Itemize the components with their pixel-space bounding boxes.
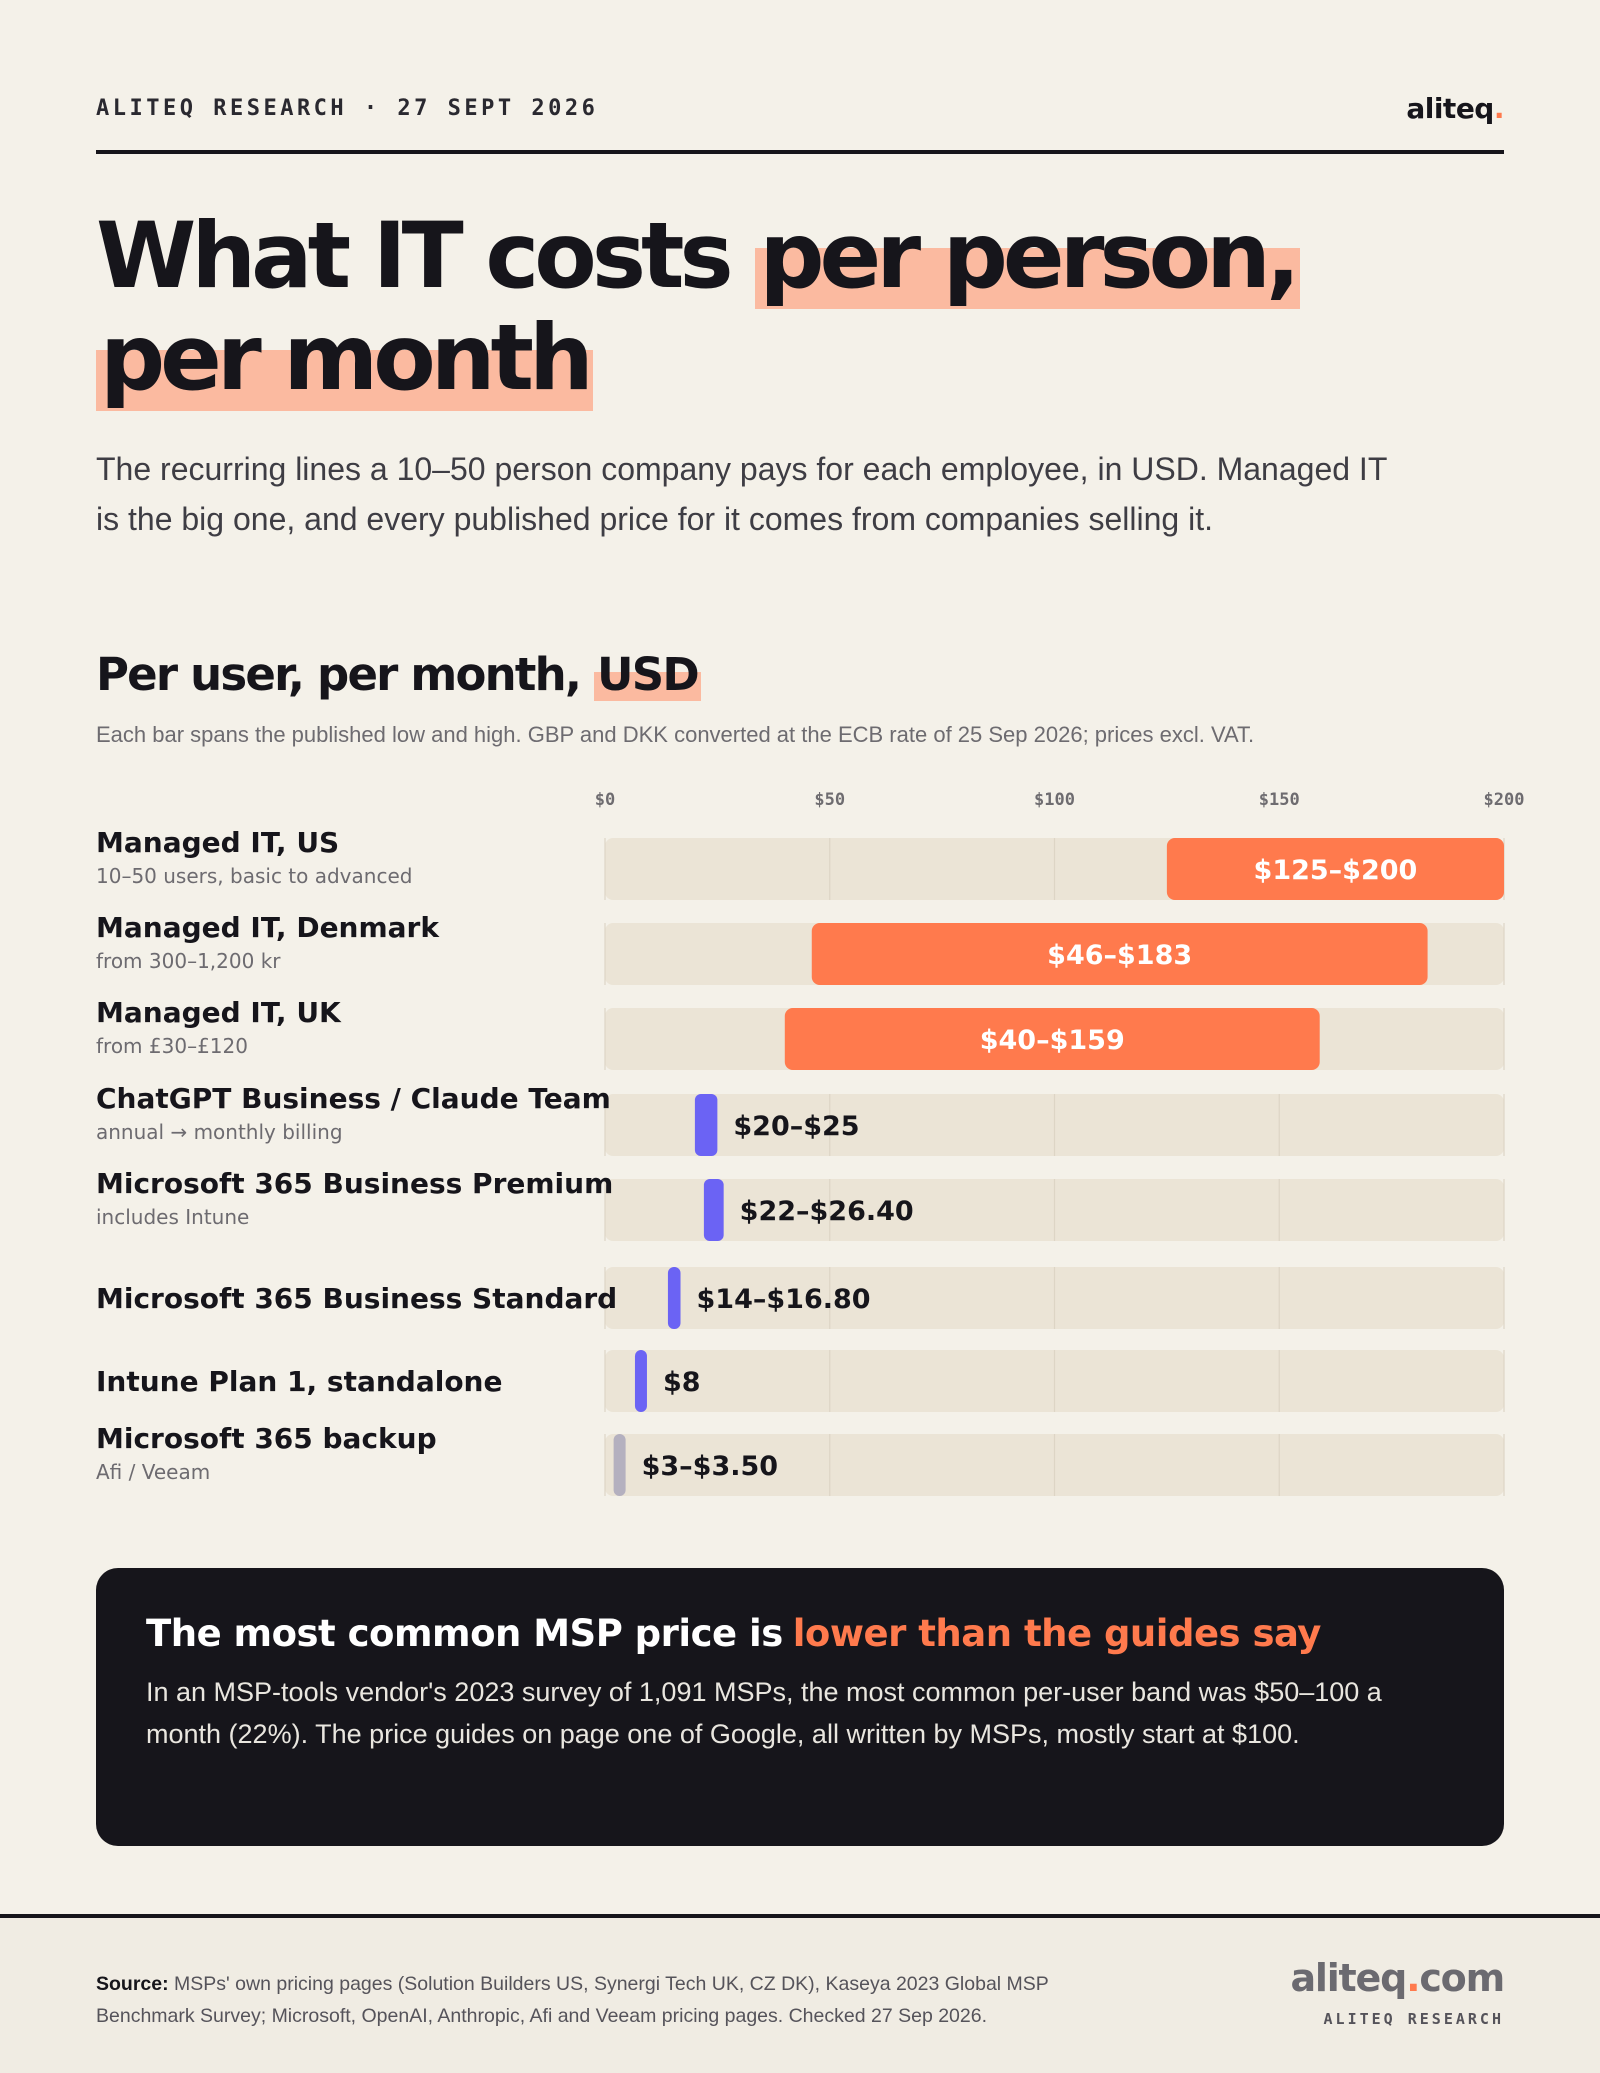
row-label: Managed IT, UK	[96, 996, 342, 1029]
headline-highlight-1: per person,	[755, 204, 1301, 309]
source-note: Source: MSPs' own pricing pages (Solutio…	[96, 1968, 1126, 2032]
bar-value-label: $46–$183	[1047, 940, 1192, 971]
row-sublabel: Afi / Veeam	[96, 1460, 210, 1484]
x-tick-label: $50	[814, 790, 845, 810]
source-label: Source:	[96, 1973, 169, 1995]
footer-brand-dot: .	[1406, 1956, 1420, 2000]
bar-value-label: $40–$159	[980, 1025, 1125, 1056]
bar-value-label: $22–$26.40	[740, 1196, 914, 1227]
row-label: Microsoft 365 backup	[96, 1422, 437, 1455]
bar-value-label: $14–$16.80	[697, 1284, 871, 1315]
row-label: Intune Plan 1, standalone	[96, 1365, 502, 1398]
lede: The recurring lines a 10–50 person compa…	[96, 451, 1387, 537]
x-tick-label: $0	[595, 790, 615, 810]
callout-title-accent: lower than the guides say	[792, 1612, 1322, 1655]
range-bar	[703, 1179, 724, 1241]
x-tick-label: $200	[1484, 790, 1525, 810]
source-text: MSPs' own pricing pages (Solution Builde…	[96, 1973, 1049, 2027]
range-bar	[694, 1094, 718, 1156]
row-label: Managed IT, US	[96, 826, 339, 859]
callout-box: The most common MSP price is lower than t…	[96, 1568, 1504, 1846]
callout-body: In an MSP-tools vendor's 2023 survey of …	[146, 1677, 1382, 1749]
range-bar-chart: $0 $50 $100 $150 $200 $125–$200 Managed IT, US…	[96, 790, 1525, 1496]
range-bar	[1166, 838, 1504, 900]
footer-rule	[0, 1914, 1600, 1918]
footer-brand-link[interactable]: aliteq.com	[1290, 1956, 1505, 2000]
footer-brand-sub: ALITEQ RESEARCH	[1323, 2010, 1504, 2028]
range-bar	[613, 1434, 626, 1496]
range-bar	[811, 923, 1428, 985]
row-sublabel: 10–50 users, basic to advanced	[96, 864, 412, 888]
kicker: ALITEQ RESEARCH · 27 SEPT 2026	[96, 96, 599, 121]
headline-plain: What IT costs	[96, 204, 734, 309]
range-bar	[784, 1008, 1320, 1070]
footer: Source: MSPs' own pricing pages (Solutio…	[0, 1918, 1600, 2073]
bar-value-label: $3–$3.50	[642, 1451, 778, 1482]
footer-brand-name: aliteq	[1290, 1956, 1407, 2000]
section-title-plain: Per user, per month,	[96, 648, 582, 701]
row-sublabel: annual → monthly billing	[96, 1120, 343, 1144]
section-note: Each bar spans the published low and hig…	[96, 722, 1255, 747]
row-label: ChatGPT Business / Claude Team	[96, 1082, 611, 1115]
range-bar	[667, 1267, 681, 1329]
brand-name: aliteq	[1406, 92, 1494, 125]
callout-title: The most common MSP price is lower than t…	[146, 1612, 1454, 1655]
row-sublabel: includes Intune	[96, 1205, 249, 1229]
footer-brand-tld: com	[1419, 1956, 1505, 2000]
section-title: Per user, per month, USD	[96, 648, 1504, 701]
row-label: Managed IT, Denmark	[96, 911, 440, 944]
bar-value-label: $20–$25	[733, 1111, 859, 1142]
top-bar: ALITEQ RESEARCH · 27 SEPT 2026 aliteq.	[96, 92, 1505, 154]
row-label: Microsoft 365 Business Standard	[96, 1282, 617, 1315]
row-sublabel: from 300–1,200 kr	[96, 949, 281, 973]
x-tick-label: $150	[1259, 790, 1300, 810]
headline-highlight-2: per month	[96, 306, 594, 411]
brand-logo[interactable]: aliteq.	[1406, 92, 1504, 125]
bar-value-label: $125–$200	[1254, 855, 1418, 886]
range-bar	[634, 1350, 647, 1412]
bar-value-label: $8	[663, 1367, 701, 1398]
headline: What IT costs per person, per month	[96, 204, 1504, 411]
row-sublabel: from £30–£120	[96, 1034, 248, 1058]
brand-dot: .	[1493, 92, 1505, 125]
section-title-highlight: USD	[594, 648, 701, 701]
row-label: Microsoft 365 Business Premium	[96, 1167, 613, 1200]
x-tick-label: $100	[1034, 790, 1075, 810]
callout-title-plain: The most common MSP price is	[146, 1612, 783, 1655]
